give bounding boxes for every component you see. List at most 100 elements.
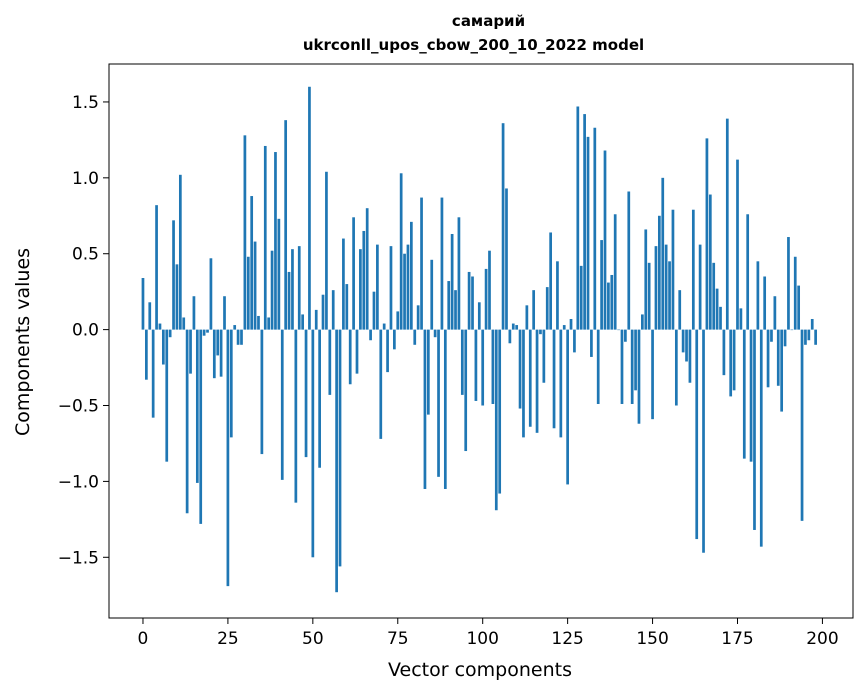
bar-18 bbox=[202, 329, 206, 336]
x-tick-label: 175 bbox=[721, 629, 753, 649]
bar-154 bbox=[664, 244, 668, 330]
bar-41 bbox=[280, 329, 284, 480]
bar-102 bbox=[488, 250, 491, 330]
bar-172 bbox=[725, 118, 729, 330]
bar-23 bbox=[219, 329, 223, 377]
bar-44 bbox=[291, 249, 294, 330]
bar-126 bbox=[569, 318, 573, 330]
bar-96 bbox=[467, 271, 471, 330]
bar-8 bbox=[168, 329, 172, 338]
bar-58 bbox=[338, 329, 342, 567]
bar-116 bbox=[535, 329, 539, 433]
bar-34 bbox=[257, 315, 260, 330]
bar-164 bbox=[698, 244, 702, 330]
bar-133 bbox=[593, 127, 597, 330]
bar-64 bbox=[359, 249, 362, 330]
bar-24 bbox=[223, 296, 226, 330]
bar-122 bbox=[556, 261, 559, 330]
bar-178 bbox=[746, 214, 750, 330]
bar-19 bbox=[206, 329, 209, 333]
bar-40 bbox=[277, 218, 281, 330]
bar-148 bbox=[644, 229, 648, 330]
bar-125 bbox=[566, 329, 569, 485]
bar-189 bbox=[783, 329, 787, 347]
bar-90 bbox=[447, 281, 451, 330]
bar-140 bbox=[617, 329, 620, 331]
y-tick-label: 1.0 bbox=[72, 169, 99, 189]
bar-16 bbox=[195, 329, 199, 483]
bar-108 bbox=[508, 329, 512, 344]
bar-196 bbox=[807, 329, 811, 341]
y-tick-label: −1.5 bbox=[58, 548, 99, 568]
bar-129 bbox=[579, 265, 583, 330]
bar-175 bbox=[736, 159, 739, 330]
bar-14 bbox=[189, 329, 192, 374]
bar-93 bbox=[457, 217, 461, 330]
bar-56 bbox=[331, 290, 335, 330]
bar-110 bbox=[515, 325, 519, 330]
bar-134 bbox=[596, 329, 600, 404]
bar-6 bbox=[161, 329, 165, 365]
bar-176 bbox=[739, 308, 743, 330]
bar-63 bbox=[355, 329, 359, 374]
bar-61 bbox=[348, 329, 352, 385]
bar-22 bbox=[216, 329, 220, 356]
bar-32 bbox=[250, 196, 254, 330]
bar-131 bbox=[586, 136, 590, 330]
bar-39 bbox=[274, 152, 277, 330]
bar-159 bbox=[681, 329, 685, 353]
bar-121 bbox=[552, 329, 556, 429]
bar-37 bbox=[267, 317, 271, 330]
bar-28 bbox=[236, 329, 240, 345]
bar-181 bbox=[756, 261, 760, 330]
bar-151 bbox=[654, 246, 658, 330]
bar-72 bbox=[386, 329, 389, 373]
bar-109 bbox=[511, 323, 515, 330]
bar-74 bbox=[393, 329, 396, 350]
bar-91 bbox=[450, 233, 454, 330]
bar-48 bbox=[304, 329, 308, 458]
bar-152 bbox=[657, 215, 661, 330]
bar-139 bbox=[613, 214, 617, 330]
bar-100 bbox=[481, 329, 485, 406]
x-tick-label: 75 bbox=[387, 629, 409, 649]
bar-71 bbox=[382, 323, 386, 330]
bar-88 bbox=[440, 197, 444, 330]
bar-119 bbox=[545, 287, 549, 330]
bar-50 bbox=[311, 329, 315, 558]
y-tick-label: 0.0 bbox=[72, 321, 99, 341]
chart-title-line-2: ukrconll_upos_cbow_200_10_2022 model bbox=[302, 36, 645, 54]
bar-198 bbox=[814, 329, 817, 345]
bar-3 bbox=[151, 329, 155, 418]
bar-53 bbox=[321, 294, 325, 330]
bar-168 bbox=[712, 262, 716, 330]
bar-7 bbox=[165, 329, 169, 462]
bar-180 bbox=[753, 329, 756, 530]
y-tick-label: −0.5 bbox=[58, 397, 99, 417]
bar-156 bbox=[671, 209, 675, 330]
bar-13 bbox=[185, 329, 189, 514]
bar-163 bbox=[695, 329, 699, 540]
bar-2 bbox=[148, 302, 152, 330]
bar-12 bbox=[182, 317, 186, 330]
bar-78 bbox=[406, 244, 410, 330]
bar-197 bbox=[810, 318, 814, 330]
bar-98 bbox=[474, 329, 478, 401]
bar-153 bbox=[661, 177, 665, 330]
bar-171 bbox=[722, 329, 726, 376]
bar-27 bbox=[233, 325, 237, 330]
y-axis-label: Components values bbox=[12, 248, 34, 436]
bar-0 bbox=[141, 278, 145, 330]
bar-17 bbox=[199, 329, 203, 524]
bar-21 bbox=[212, 329, 216, 379]
bar-145 bbox=[634, 329, 637, 391]
y-axis-ticks: 1.5 1.0 0.5 0.0 −0.5 −1.0 −1.5 bbox=[58, 93, 109, 568]
bar-76 bbox=[399, 173, 403, 330]
bar-77 bbox=[403, 253, 406, 330]
bar-174 bbox=[732, 329, 736, 391]
bar-158 bbox=[678, 290, 682, 330]
bar-43 bbox=[287, 271, 291, 330]
y-tick-label: −1.0 bbox=[58, 472, 99, 492]
bar-94 bbox=[460, 329, 464, 395]
bar-193 bbox=[797, 285, 801, 330]
